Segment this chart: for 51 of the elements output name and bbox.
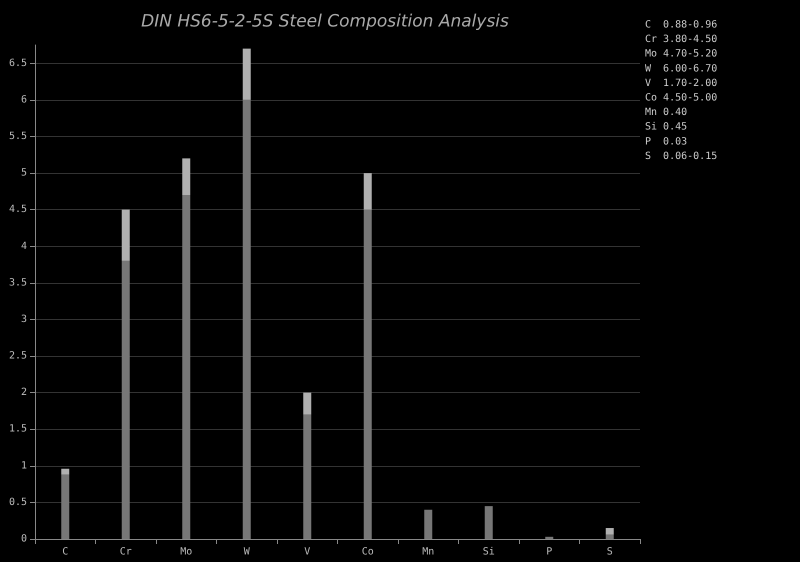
y-tick-label: 5.5 [8, 130, 27, 142]
x-tick-label: Si [482, 546, 495, 558]
x-tick-label: Mo [180, 546, 192, 558]
text: C 0.88-0.96 [645, 20, 718, 30]
bar [122, 210, 130, 261]
y-tick-label: 2 [20, 387, 27, 398]
x-tick-label: V [304, 546, 310, 558]
bar [364, 210, 372, 539]
y-tick-label: 0 [20, 534, 27, 544]
bar [303, 414, 312, 539]
text: Mn 0.40 [645, 107, 688, 118]
bar [484, 506, 493, 539]
y-tick-label: 3 [20, 314, 27, 325]
y-tick-label: 0.5 [8, 496, 27, 508]
x-tick-label: P [546, 546, 552, 558]
x-tick-label: Co [362, 546, 374, 558]
chart-title: DIN HS6-5-2-5S Steel Composition Analysis [141, 12, 510, 32]
x-tick-label: Cr [120, 546, 132, 558]
text: S 0.06-0.15 [645, 150, 718, 162]
bar [242, 48, 251, 100]
y-tick-label: 1 [20, 460, 27, 472]
text: W 6.00-6.70 [645, 63, 718, 74]
y-tick-label: 4 [20, 240, 27, 252]
bar [61, 474, 70, 539]
y-tick-label: 2.5 [8, 350, 27, 362]
y-tick-label: 5 [20, 168, 27, 179]
y-tick-label: 3.5 [8, 277, 27, 288]
x-tick-label: S [606, 546, 613, 558]
text: Si 0.45 [645, 122, 688, 133]
bar [182, 158, 190, 196]
bar [364, 173, 372, 210]
bar [182, 195, 190, 539]
y-tick-label: 6 [20, 94, 27, 106]
x-tick-label: W [244, 546, 251, 558]
x-tick-label: Mn [422, 546, 434, 558]
y-tick-label: 1.5 [8, 424, 27, 435]
text: Cr 3.80-4.50 [645, 34, 718, 46]
x-tick-label: C [62, 546, 68, 558]
bar [303, 392, 312, 415]
y-tick-label: 4.5 [8, 204, 27, 216]
bar [242, 100, 251, 539]
bar [606, 528, 614, 535]
bar [424, 510, 432, 539]
bar [122, 260, 130, 539]
text: Co 4.50-5.00 [645, 92, 718, 104]
text: P 0.03 [645, 136, 688, 148]
bar [61, 468, 70, 475]
bar [606, 534, 614, 539]
text: V 1.70-2.00 [645, 78, 718, 89]
y-tick-label: 6.5 [8, 58, 27, 69]
text: Mo 4.70-5.20 [645, 48, 718, 60]
